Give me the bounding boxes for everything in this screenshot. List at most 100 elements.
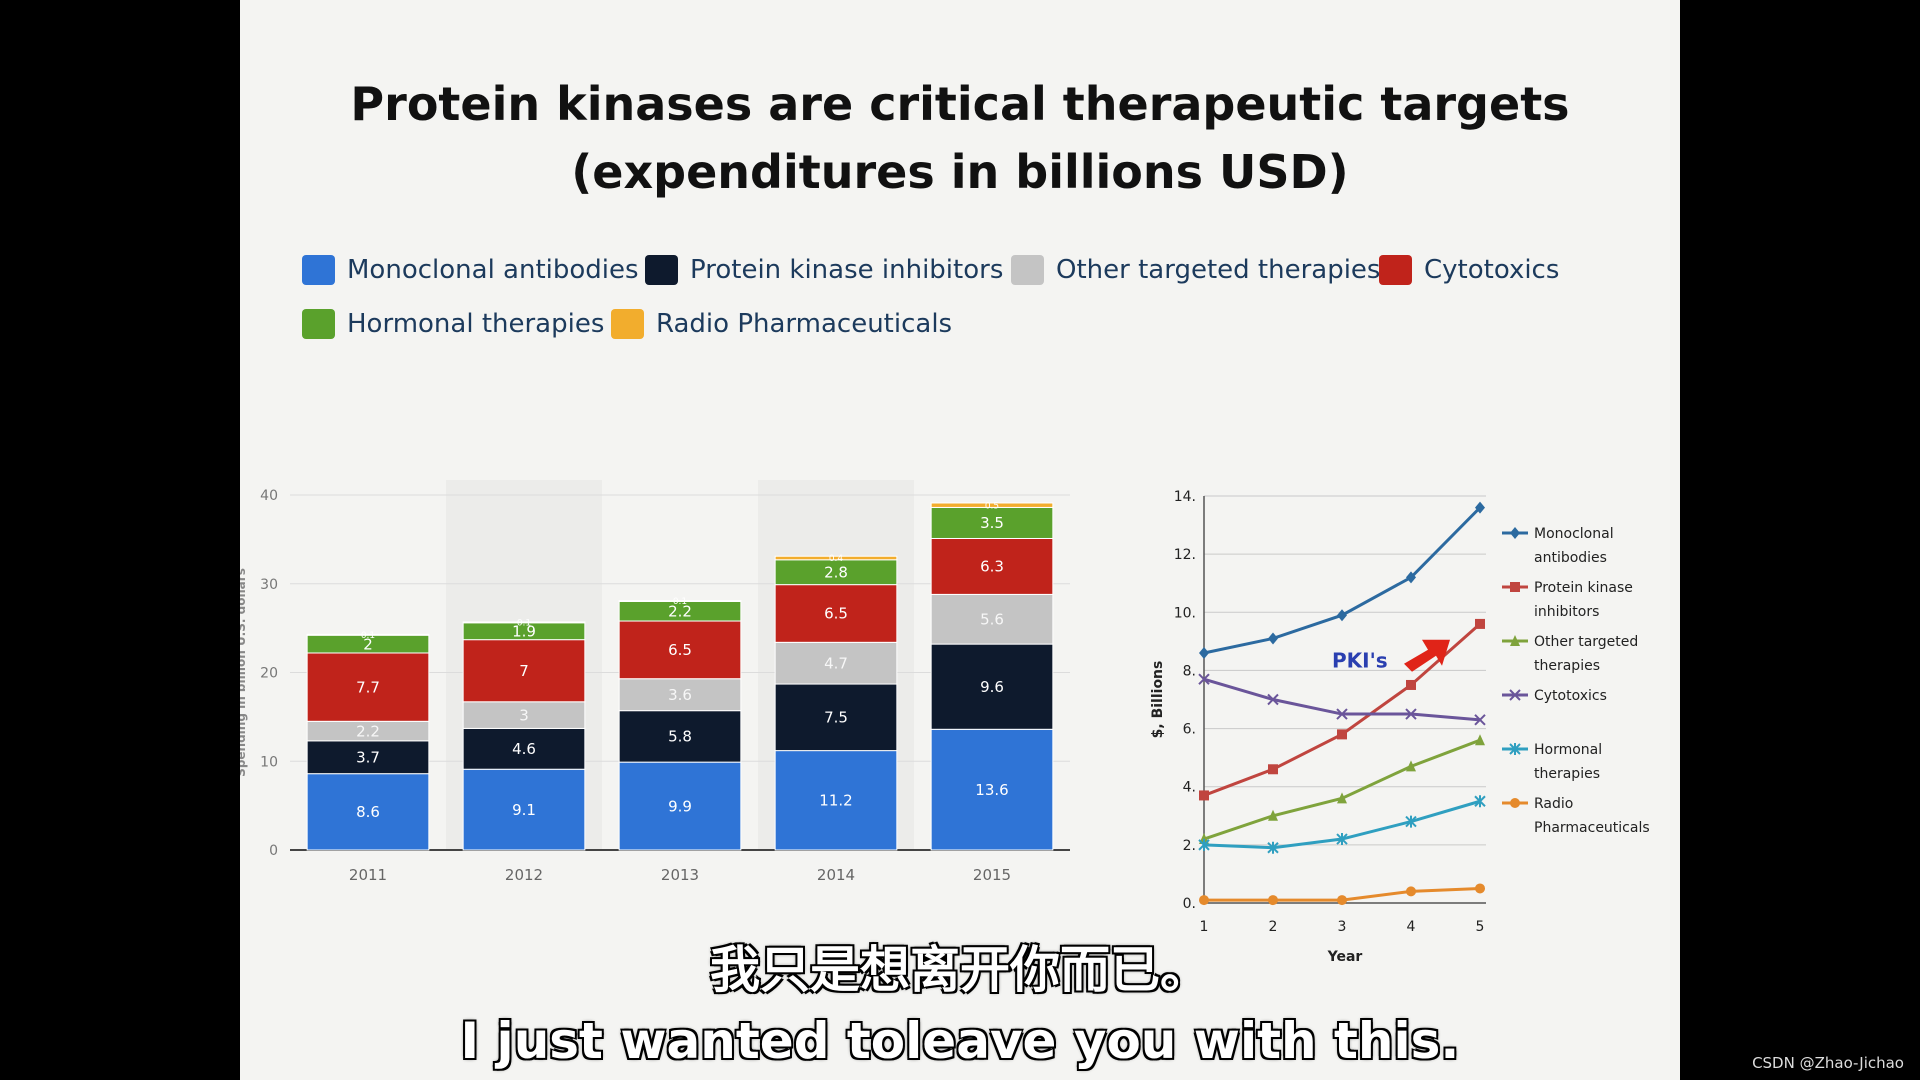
bar-value-label: 0.4 <box>829 554 844 564</box>
data-point <box>1475 618 1485 629</box>
bar-segment <box>462 621 586 624</box>
y-tick-label: 6. <box>1183 722 1196 738</box>
series-line <box>1203 738 1481 841</box>
x-tick-label: 2015 <box>973 866 1011 884</box>
legend-label: therapies <box>1534 766 1600 782</box>
legend-swatch <box>645 255 678 285</box>
data-point <box>1199 790 1209 801</box>
data-point <box>1474 795 1486 808</box>
bar-value-label: 5.6 <box>980 611 1004 629</box>
bar-value-label: 0.5 <box>985 501 999 511</box>
data-point <box>1268 632 1278 645</box>
data-point <box>1268 809 1278 821</box>
x-tick-label: 2 <box>1269 919 1278 935</box>
data-point <box>1474 714 1486 726</box>
data-point <box>1267 841 1279 854</box>
bar-value-label: 9.6 <box>980 678 1004 696</box>
bar-value-label: 7.7 <box>356 678 380 696</box>
legend-label: Monoclonal <box>1534 526 1614 542</box>
y-tick-label: 8. <box>1183 663 1196 679</box>
x-axis-title: Year <box>1327 949 1363 965</box>
data-point <box>1406 760 1416 772</box>
legend-item-cytotoxics: Cytotoxics <box>1379 252 1559 288</box>
legend-label: Pharmaceuticals <box>1534 820 1650 836</box>
bar-segment <box>462 701 586 729</box>
data-point <box>1337 729 1347 740</box>
bar-value-label: 3.5 <box>980 514 1004 532</box>
data-point <box>1199 646 1209 659</box>
legend-label: Other targeted <box>1534 634 1638 650</box>
bar-value-label: 6.3 <box>980 558 1004 576</box>
data-point <box>1268 764 1278 775</box>
stacked-bar-chart: 0 10 20 30 40 Spending in billion U.S. dollar… <box>240 480 1070 884</box>
legend-label: inhibitors <box>1534 604 1599 620</box>
slide: Protein kinases are critical therapeutic… <box>240 0 1680 1080</box>
legend-label: Protein kinase <box>1534 580 1633 596</box>
bar-segment <box>306 773 430 851</box>
annotation-arrow <box>1404 639 1450 672</box>
bar-value-label: 2.2 <box>668 603 692 621</box>
legend-label: antibodies <box>1534 550 1607 566</box>
bar-segment <box>618 600 742 603</box>
data-point <box>1267 693 1279 706</box>
data-point <box>1406 571 1416 584</box>
legend-swatch <box>611 309 644 339</box>
legend-label: Protein kinase inhibitors <box>690 255 1004 285</box>
bar-value-label: 7 <box>519 662 529 680</box>
data-point <box>1337 792 1347 804</box>
legend-label: Hormonal <box>1534 742 1602 758</box>
legend-label: therapies <box>1534 658 1600 674</box>
bar-value-label: 2.2 <box>356 722 380 740</box>
data-point <box>1475 883 1485 894</box>
slide-title-line-1: Protein kinases are critical therapeutic… <box>350 77 1570 131</box>
bar-value-label: 7.5 <box>824 709 848 727</box>
legend-swatch <box>302 255 335 285</box>
x-tick-label: 2012 <box>505 866 543 884</box>
y-tick-label: 4. <box>1183 780 1196 796</box>
legend-swatch <box>1011 255 1044 285</box>
bar-value-label: 11.2 <box>819 792 852 810</box>
bar-value-label: 5.8 <box>668 728 692 746</box>
legend-label: Cytotoxics <box>1534 688 1607 704</box>
y-tick-label: 14. <box>1174 489 1196 505</box>
legend-label: Radio Pharmaceuticals <box>656 309 953 339</box>
bar-value-label: 0.1 <box>361 631 375 641</box>
data-point <box>1268 895 1278 906</box>
slide-title: Protein kinases are critical therapeutic… <box>240 70 1680 206</box>
y-tick-label: 0 <box>269 843 278 859</box>
y-tick-label: 10 <box>260 754 278 770</box>
y-tick-label: 10. <box>1174 605 1196 621</box>
bar-segment <box>930 502 1054 508</box>
data-point <box>1199 895 1209 906</box>
data-point <box>1406 679 1416 690</box>
line-chart: 0. 2. 4. 6. 8. 10. 12. 14. 1 2 3 4 5 Year $, Billions P… <box>1150 489 1650 965</box>
bar-segment <box>462 768 586 851</box>
x-tick-label: 4 <box>1407 919 1416 935</box>
watermark: CSDN @Zhao-Jichao <box>1752 1054 1904 1072</box>
bar-value-label: 4.7 <box>824 654 848 672</box>
legend-item-monoclonal-antibodies: Monoclonal antibodies <box>302 252 639 288</box>
bar-value-label: 9.1 <box>512 801 536 819</box>
data-point <box>1475 501 1485 514</box>
legend-marker <box>1510 527 1520 539</box>
bar-segment <box>306 652 430 722</box>
x-tick-label: 1 <box>1200 919 1209 935</box>
data-point <box>1405 815 1417 828</box>
bar-value-label: 6.5 <box>668 641 692 659</box>
bar-value-label: 3.6 <box>668 686 692 704</box>
bar-value-label: 8.6 <box>356 803 380 821</box>
bar-segment <box>774 683 898 752</box>
data-point <box>1336 833 1348 846</box>
x-tick-label: 2014 <box>817 866 855 884</box>
bar-segment <box>774 641 898 685</box>
x-tick-label: 5 <box>1476 919 1485 935</box>
bar-value-label: 2.8 <box>824 563 848 581</box>
y-tick-label: 40 <box>260 488 278 504</box>
legend-item-radio-pharmaceuticals: Radio Pharmaceuticals <box>611 306 952 342</box>
legend-label: Monoclonal antibodies <box>347 255 639 285</box>
bar-segment <box>618 678 742 712</box>
legend-item-other-targeted-therapies: Other targeted therapies <box>1011 252 1380 288</box>
data-point <box>1198 673 1210 685</box>
y-tick-label: 2. <box>1183 838 1196 854</box>
bar-value-label: 0.1 <box>517 619 531 629</box>
